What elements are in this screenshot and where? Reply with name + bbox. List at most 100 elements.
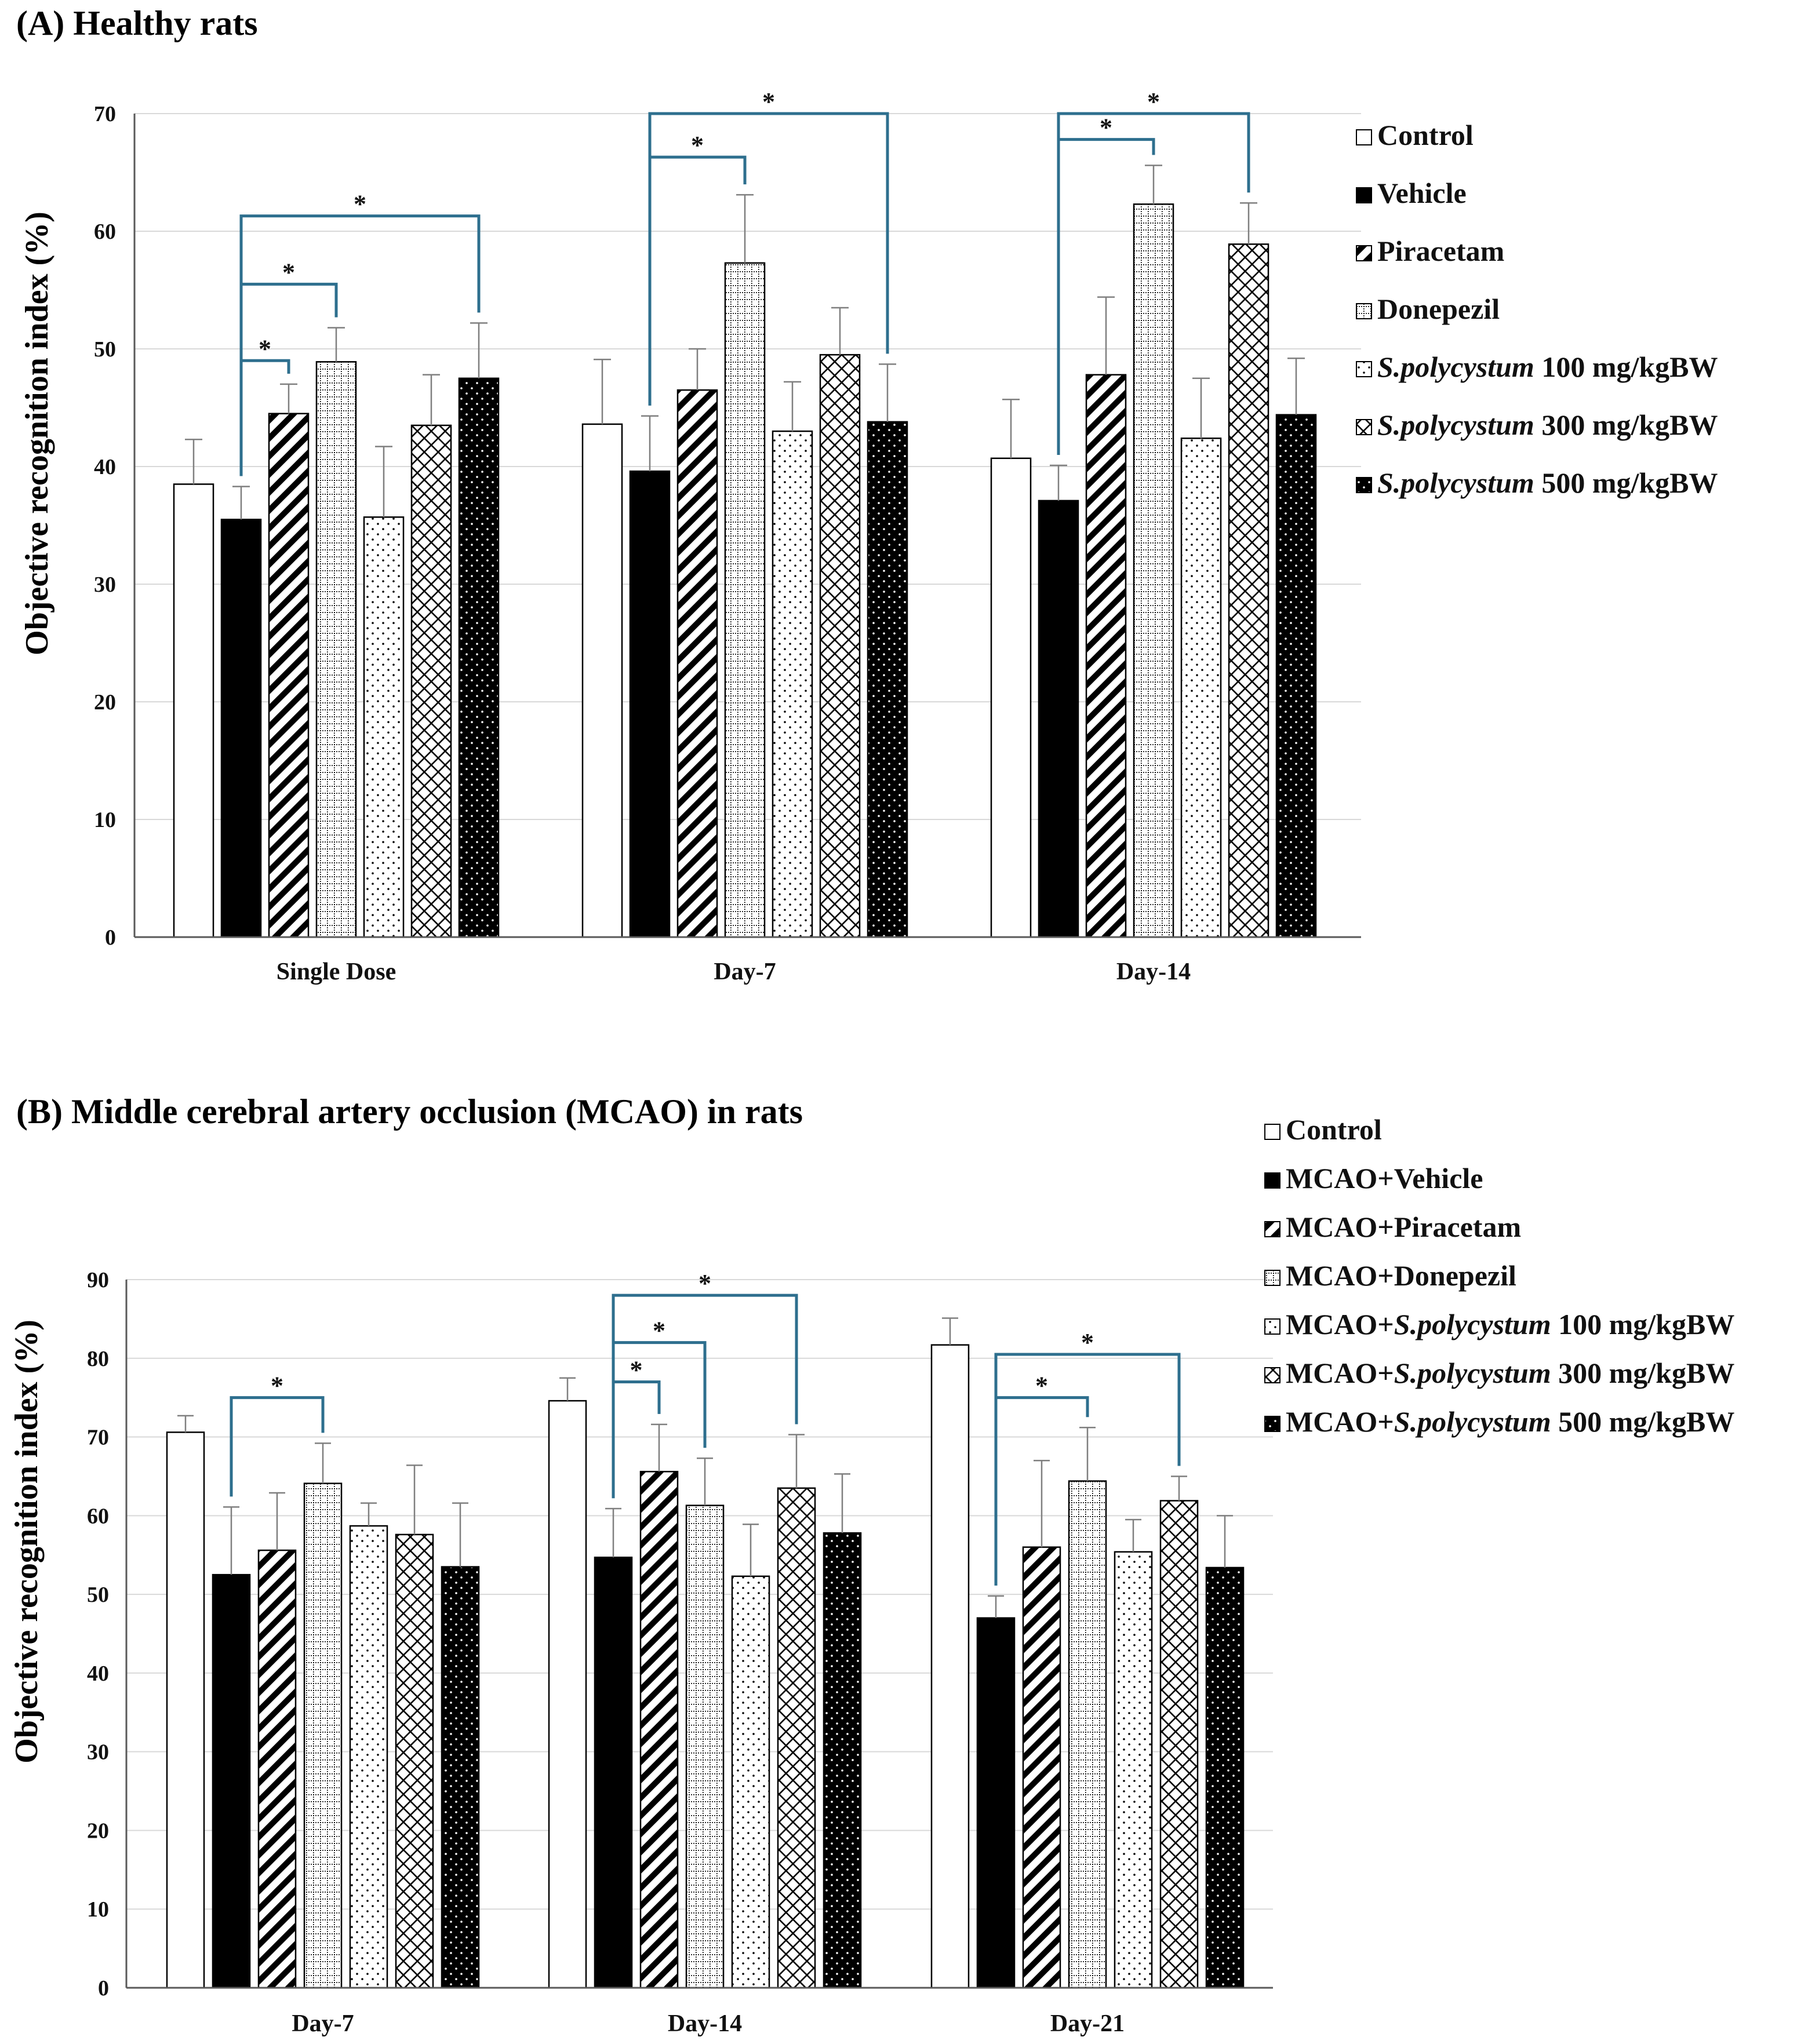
legend-text-species: S.polycystum [1377,409,1534,441]
bar-darkdots-3 [1275,414,1317,938]
significance-bracket [230,1396,325,1497]
significance-marker: * [699,1269,711,1298]
x-tick-label: Day-7 [292,2010,354,2037]
bar-solid-2 [629,470,671,938]
bar-cross-2 [819,354,861,938]
legend-text-species: S.polycystum [1377,351,1534,383]
significance-marker: * [259,334,271,363]
y-tick-label: 90 [87,1268,109,1292]
legend-swatch-darkdots [1264,1416,1280,1432]
y-tick-label: 40 [94,455,116,479]
y-tick-label: 40 [87,1662,109,1686]
significance-bracket [648,112,889,406]
y-tick-label: 10 [87,1897,109,1922]
chart-panel-a: (A) Healthy rats Objective recognition i… [16,4,1718,985]
legend-text-prefix: MCAO+Piracetam [1286,1211,1521,1243]
y-tick-label: 10 [94,808,116,832]
bar-grid-3 [1133,203,1174,938]
bar-darkdots-2 [823,1532,862,1989]
legend-text-suffix: 100 mg/kgBW [1551,1308,1735,1340]
bar-diag-2 [676,389,718,938]
bar-darkdots-1 [458,377,500,938]
significance-marker: * [762,88,775,116]
significance-bracket [994,1353,1181,1586]
y-tick-label: 80 [87,1347,109,1371]
legend-text-suffix: 300 mg/kgBW [1534,409,1718,441]
legend-text-suffix: 100 mg/kgBW [1534,351,1718,383]
y-tick-label: 30 [87,1740,109,1765]
chart-a-bars [173,165,1317,938]
bar-diag-1 [257,1549,297,1989]
legend-entry: Donepezil [1377,293,1500,325]
significance-marker: * [282,258,295,286]
significance-bracket [1057,112,1250,455]
legend-swatch-dots [1356,361,1372,377]
x-tick-label: Single Dose [277,959,396,985]
chart-a-significance: * * * * * * * [239,88,1250,476]
legend-text-species: S.polycystum [1394,1405,1551,1438]
y-tick-label: 60 [87,1504,109,1528]
legend-entry: MCAO+Donepezil [1286,1259,1516,1292]
legend-swatch-solid [1356,187,1372,203]
significance-marker: * [271,1372,283,1400]
x-tick-label: Day-14 [1116,959,1191,985]
bar-solid-3 [976,1617,1016,1989]
legend-text-prefix: Control [1377,119,1474,151]
legend-entry: MCAO+S.polycystum 500 mg/kgBW [1286,1405,1734,1438]
chart-b-x-ticks: Day-7 Day-14 Day-21 [292,2010,1125,2037]
y-tick-label: 0 [105,926,116,950]
legend-entry: S.polycystum 500 mg/kgBW [1377,467,1718,499]
legend-swatch-empty [1264,1124,1280,1140]
bar-solid-1 [220,519,262,938]
bar-dots-2 [731,1575,770,1989]
legend-text-prefix: MCAO+ [1286,1308,1394,1340]
bar-grid-2 [724,262,766,938]
legend-entry: MCAO+S.polycystum 300 mg/kgBW [1286,1357,1734,1389]
y-tick-label: 50 [87,1583,109,1607]
legend-text-suffix: 500 mg/kgBW [1551,1405,1735,1438]
legend-text-prefix: MCAO+ [1286,1357,1394,1389]
bar-cross-3 [1228,243,1269,938]
y-tick-label: 20 [94,690,116,715]
legend-text-prefix: Vehicle [1377,177,1467,209]
bar-solid-2 [594,1557,633,1989]
legend-entry: Piracetam [1377,235,1504,267]
legend-entry: MCAO+Vehicle [1286,1162,1483,1194]
chart-b-axes [125,1280,1273,1989]
legend-swatch-cross [1264,1367,1280,1383]
chart-b-y-ticks: 0 10 20 30 40 50 60 70 80 90 [87,1268,109,2001]
bar-empty-2 [581,423,623,938]
significance-marker: * [630,1356,643,1384]
bar-grid-3 [1068,1480,1107,1989]
legend-text-prefix: Piracetam [1377,235,1504,267]
significance-bracket [612,1294,798,1499]
significance-marker: * [1147,88,1160,116]
bar-grid-1 [315,361,357,938]
bar-diag-3 [1085,374,1127,938]
legend-text-prefix: Donepezil [1377,293,1500,325]
legend-text-species: S.polycystum [1394,1308,1551,1340]
y-tick-label: 70 [94,102,116,126]
legend-swatch-solid [1264,1172,1280,1189]
chart-a-y-axis-label: Objective recognition index (%) [19,212,55,655]
significance-marker: * [691,131,704,159]
y-tick-label: 60 [94,220,116,244]
legend-entry: MCAO+Piracetam [1286,1211,1521,1243]
x-tick-label: Day-14 [668,2010,742,2037]
legend-text-prefix: MCAO+Donepezil [1286,1259,1516,1292]
y-tick-label: 70 [87,1426,109,1450]
bar-darkdots-1 [441,1566,480,1989]
bar-dots-3 [1114,1551,1153,1989]
legend-text-prefix: MCAO+ [1286,1405,1394,1438]
bar-empty-2 [548,1400,587,1989]
chart-a-y-ticks: 0 10 20 30 40 50 60 70 [94,102,116,950]
bar-solid-1 [212,1573,251,1989]
legend-swatch-diag [1264,1221,1280,1237]
bar-dots-1 [349,1525,388,1989]
legend-entry: Control [1286,1113,1382,1146]
legend-swatch-cross [1356,419,1372,435]
chart-a-axes [133,114,1361,938]
x-tick-label: Day-7 [714,959,776,985]
bar-cross-3 [1159,1500,1199,1989]
legend-text-suffix: 300 mg/kgBW [1551,1357,1735,1389]
